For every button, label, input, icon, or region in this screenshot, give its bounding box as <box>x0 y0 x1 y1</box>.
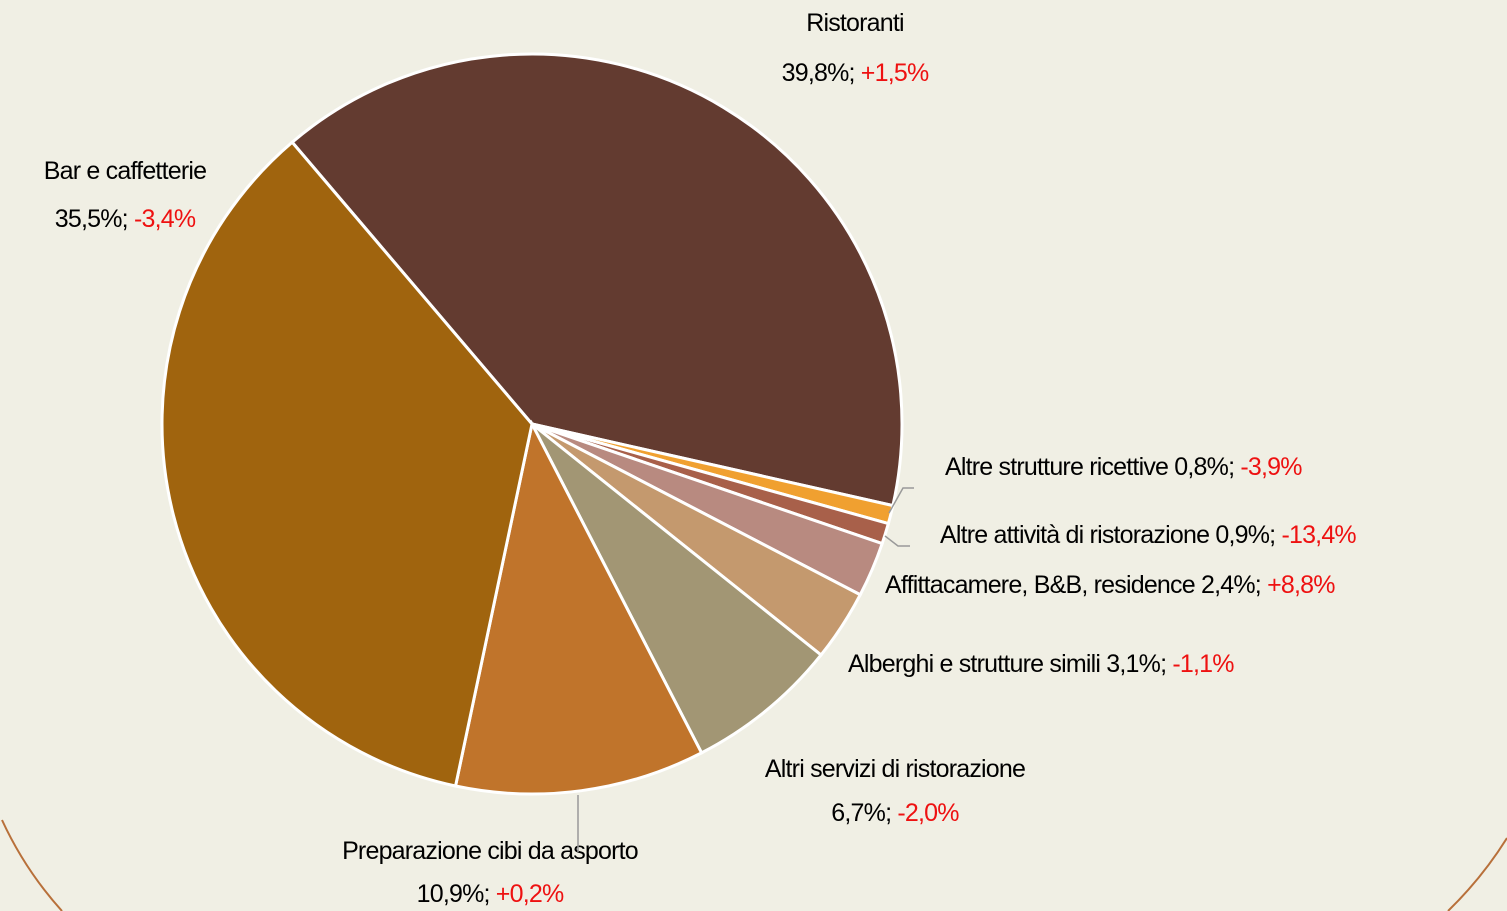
category-name: Bar e caffetterie <box>44 157 206 185</box>
change-label: -1,1% <box>1172 650 1234 678</box>
change-label: -13,4% <box>1281 521 1356 549</box>
decor-arc <box>1 819 63 911</box>
change-label: -3,9% <box>1240 453 1302 481</box>
value-label: 10,9% <box>417 880 484 908</box>
slice-label: 39,8%; +1,5% <box>782 59 929 87</box>
slice-label: 10,9%; +0,2% <box>417 880 564 908</box>
separator: ; <box>1255 571 1267 599</box>
change-label: +0,2% <box>496 880 564 908</box>
slice-label: Preparazione cibi da asporto <box>342 837 638 865</box>
value-label: 2,4% <box>1201 571 1255 599</box>
labels: Ristoranti 39,8%; +1,5% Altre strutture ri… <box>44 9 1357 908</box>
slice-label: Altri servizi di ristorazione <box>765 755 1025 783</box>
slice-label: 35,5%; -3,4% <box>55 205 196 233</box>
slice <box>530 422 824 755</box>
value-label: 35,5% <box>55 205 122 233</box>
separator: ; <box>1160 650 1172 678</box>
slice-label: Affittacamere, B&B, residence 2,4%; +8,8… <box>885 571 1335 599</box>
category-name: Altre attività di ristorazione <box>940 521 1209 549</box>
separator: ; <box>1269 521 1281 549</box>
change-label: -3,4% <box>134 205 196 233</box>
separator: ; <box>885 799 897 827</box>
value-label: 0,9% <box>1215 521 1269 549</box>
separator: ; <box>484 880 496 908</box>
slice-label: Ristoranti <box>806 9 904 37</box>
decor-arc <box>1447 837 1507 911</box>
category-name: Altre strutture ricettive <box>945 453 1168 481</box>
category-name: Preparazione cibi da asporto <box>342 837 638 865</box>
slice <box>160 140 534 788</box>
value-label: 6,7% <box>831 799 885 827</box>
slice-label: Alberghi e strutture simili 3,1%; -1,1% <box>848 650 1234 678</box>
separator: ; <box>1228 453 1240 481</box>
category-name: Ristoranti <box>806 9 904 37</box>
slice-label: Bar e caffetterie <box>44 157 206 185</box>
category-name: Altri servizi di ristorazione <box>765 755 1025 783</box>
separator: ; <box>849 59 861 87</box>
category-name: Affittacamere, B&B, residence <box>885 571 1195 599</box>
leader-line <box>577 487 914 852</box>
category-name: Alberghi e strutture simili <box>848 650 1100 678</box>
slice-label: 6,7%; -2,0% <box>831 799 959 827</box>
value-label: 0,8% <box>1174 453 1228 481</box>
slice-label: Altre strutture ricettive 0,8%; -3,9% <box>945 453 1302 481</box>
change-label: +1,5% <box>861 59 929 87</box>
value-label: 3,1% <box>1106 650 1160 678</box>
slice <box>290 52 904 508</box>
pie <box>160 52 904 796</box>
slice-label: Altre attività di ristorazione 0,9%; -13… <box>940 521 1356 549</box>
value-label: 39,8% <box>782 59 849 87</box>
slice <box>453 419 704 796</box>
change-label: -2,0% <box>897 799 959 827</box>
change-label: +8,8% <box>1267 571 1335 599</box>
separator: ; <box>122 205 134 233</box>
